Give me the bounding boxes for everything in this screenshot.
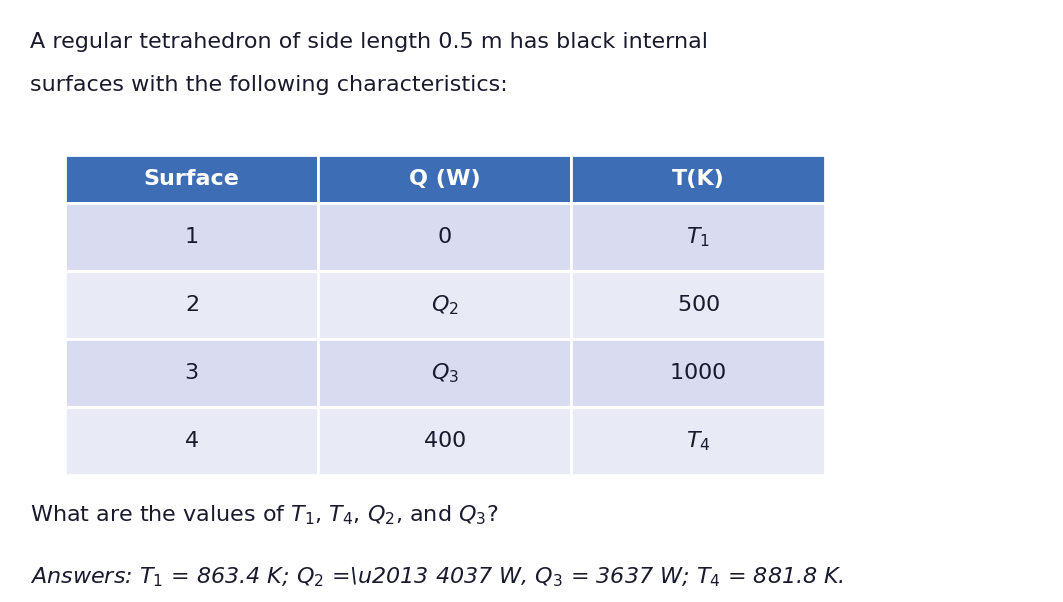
Bar — [65, 407, 318, 475]
Text: $\mathit{Answers}$: $T_1$ = 863.4 $K$; $Q_2$ =\u2013 4037 $W$, $Q_3$ = 3637 $W$;: $\mathit{Answers}$: $T_1$ = 863.4 $K$; $… — [30, 565, 844, 589]
Bar — [65, 339, 318, 407]
Text: $Q_2$: $Q_2$ — [431, 293, 458, 317]
Text: $2$: $2$ — [185, 295, 199, 315]
Text: $T_4$: $T_4$ — [686, 429, 710, 453]
Text: $1000$: $1000$ — [670, 363, 727, 383]
Text: What are the values of $T_1$, $T_4$, $Q_2$, and $Q_3$?: What are the values of $T_1$, $T_4$, $Q_… — [30, 503, 499, 527]
Text: $500$: $500$ — [676, 295, 720, 315]
Text: Surface: Surface — [144, 169, 239, 189]
Bar — [318, 155, 571, 203]
Text: $1$: $1$ — [185, 227, 199, 247]
Text: Q (W): Q (W) — [409, 169, 480, 189]
Text: surfaces with the following characteristics:: surfaces with the following characterist… — [30, 75, 508, 95]
Bar — [65, 271, 318, 339]
Text: T(K): T(K) — [672, 169, 725, 189]
Text: $0$: $0$ — [437, 227, 452, 247]
Bar — [318, 407, 571, 475]
Text: A regular tetrahedron of side length 0.5 m has black internal: A regular tetrahedron of side length 0.5… — [30, 32, 708, 52]
Bar — [65, 155, 318, 203]
Bar — [65, 203, 318, 271]
Bar — [318, 203, 571, 271]
Bar — [571, 203, 825, 271]
Text: $4$: $4$ — [184, 431, 199, 451]
Text: $Q_3$: $Q_3$ — [431, 361, 458, 385]
Bar — [571, 339, 825, 407]
Bar — [318, 339, 571, 407]
Bar — [571, 271, 825, 339]
Bar — [571, 407, 825, 475]
Text: $T_1$: $T_1$ — [686, 225, 710, 249]
Bar — [571, 155, 825, 203]
Text: $400$: $400$ — [423, 431, 467, 451]
Text: $3$: $3$ — [184, 363, 199, 383]
Bar — [318, 271, 571, 339]
